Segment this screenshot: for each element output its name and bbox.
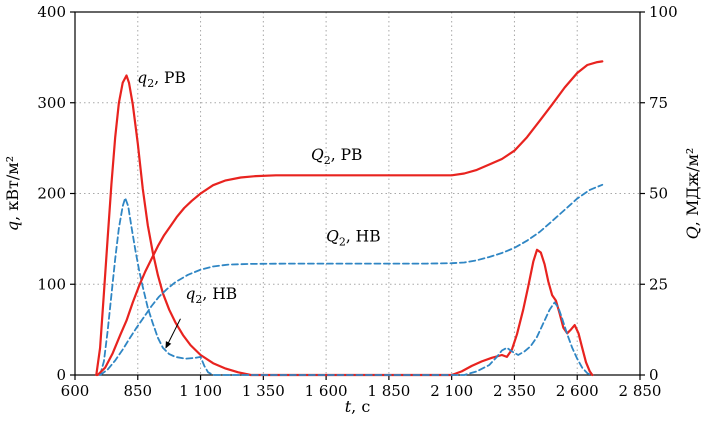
series-q2-нв: [99, 183, 604, 376]
y-left-axis-label: q, кВт/м²: [3, 156, 22, 231]
curve-label: Q2, НВ: [326, 228, 380, 249]
y-right-axis-label: Q, МДж/м²: [683, 148, 702, 240]
axis-ticks: 600 850 1 100 1 350 1 600 1 850 2 100 2 350 2 60…: [37, 3, 677, 400]
x-tick-label: 850: [123, 382, 152, 400]
series-q2-нв: [99, 197, 592, 376]
x-tick-label: 2 600: [556, 382, 599, 400]
x-axis-label: t, с: [345, 397, 371, 416]
y-left-tick-label: 200: [37, 185, 66, 203]
x-tick-label: 2 350: [493, 382, 536, 400]
y-right-tick-label: 50: [649, 185, 668, 203]
y-left-tick-label: 100: [37, 275, 66, 293]
series-q2-рв: [96, 60, 604, 377]
y-right-tick-label: 75: [649, 94, 668, 112]
x-tick-label: 1 350: [242, 382, 285, 400]
x-tick-label: 1 600: [305, 382, 348, 400]
x-tick-label: 600: [61, 382, 90, 400]
annotation-leader: [165, 318, 181, 349]
x-tick-label: 2 850: [619, 382, 662, 400]
x-tick-label: 2 100: [430, 382, 473, 400]
gridlines: [75, 12, 640, 375]
y-right-tick-label: 25: [649, 275, 668, 293]
plot-frame: [74, 11, 641, 376]
curve-label: q2, НВ: [185, 285, 237, 306]
y-right-tick-label: 0: [649, 366, 659, 384]
curve-label: Q2, РВ: [311, 146, 362, 167]
x-tick-label: 1 100: [179, 382, 222, 400]
curve-label: q2, РВ: [137, 69, 186, 90]
x-tick-label: 1 850: [367, 382, 410, 400]
y-left-tick-label: 0: [56, 366, 66, 384]
y-right-tick-label: 100: [649, 3, 678, 21]
y-left-tick-label: 400: [37, 3, 66, 21]
y-left-tick-label: 300: [37, 94, 66, 112]
